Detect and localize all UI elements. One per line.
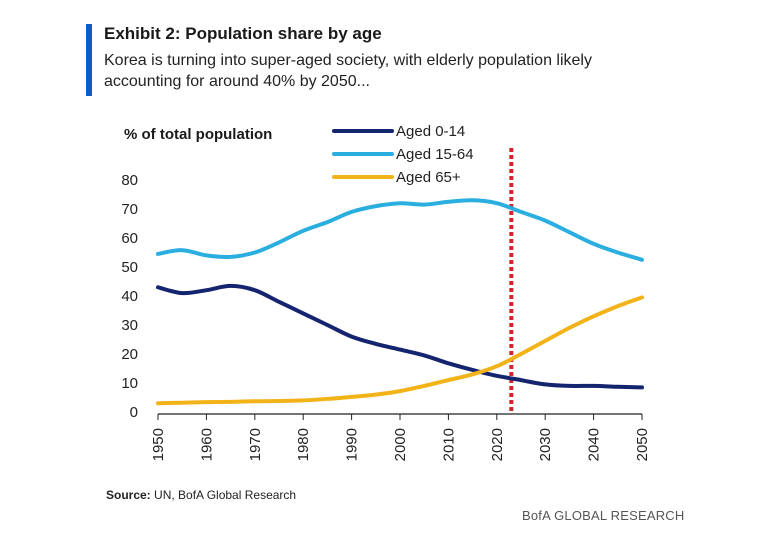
y-tick-label: 50	[121, 259, 138, 276]
x-axis-ticks: 1950 1960 1970 1980 1990 2000 2010 2020 2030 2040…	[150, 414, 651, 461]
y-tick-label: 0	[130, 404, 138, 421]
x-tick-label: 2020	[489, 428, 506, 461]
y-axis-label: % of total population	[124, 126, 272, 143]
x-tick-label: 1950	[150, 428, 167, 461]
y-tick-label: 30	[121, 317, 138, 334]
legend-label: Aged 65+	[396, 169, 461, 186]
x-tick-label: 1990	[344, 428, 361, 461]
brand-footer: BofA GLOBAL RESEARCH	[522, 508, 685, 523]
y-tick-label: 60	[121, 230, 138, 247]
y-tick-label: 80	[121, 172, 138, 189]
y-tick-label: 70	[121, 201, 138, 218]
exhibit-subtitle: Korea is turning into super-aged society…	[104, 52, 592, 90]
y-tick-label: 40	[121, 288, 138, 305]
legend-item-aged-15-64: Aged 15-64	[332, 146, 474, 163]
x-tick-label: 1960	[198, 428, 215, 461]
x-tick-label: 2040	[586, 428, 603, 461]
source-text: UN, BofA Global Research	[150, 488, 297, 502]
legend-label: Aged 0-14	[396, 123, 465, 140]
x-tick-label: 1980	[295, 428, 312, 461]
y-tick-label: 10	[121, 375, 138, 392]
chart-legend: Aged 0-14 Aged 15-64 Aged 65+	[332, 123, 474, 186]
y-axis-ticks: 0 10 20 30 40 50 60 70 80	[121, 172, 138, 421]
legend-item-aged-65-plus: Aged 65+	[332, 169, 461, 186]
source-label: Source:	[106, 488, 151, 502]
aged-65-plus-line	[156, 295, 644, 406]
y-tick-label: 20	[121, 346, 138, 363]
x-tick-label: 2030	[537, 428, 554, 461]
legend-label: Aged 15-64	[396, 146, 474, 163]
series-lines	[156, 198, 644, 406]
x-tick-label: 1970	[247, 428, 264, 461]
source-note: Source: UN, BofA Global Research	[106, 488, 296, 502]
x-tick-label: 2010	[440, 428, 457, 461]
title-accent-bar	[86, 24, 92, 96]
legend-item-aged-0-14: Aged 0-14	[332, 123, 465, 140]
x-tick-label: 2050	[634, 428, 651, 461]
aged-15-64-line	[156, 198, 644, 262]
exhibit-title: Exhibit 2: Population share by age	[104, 24, 382, 43]
x-tick-label: 2000	[392, 428, 409, 461]
aged-0-14-line	[156, 283, 644, 390]
